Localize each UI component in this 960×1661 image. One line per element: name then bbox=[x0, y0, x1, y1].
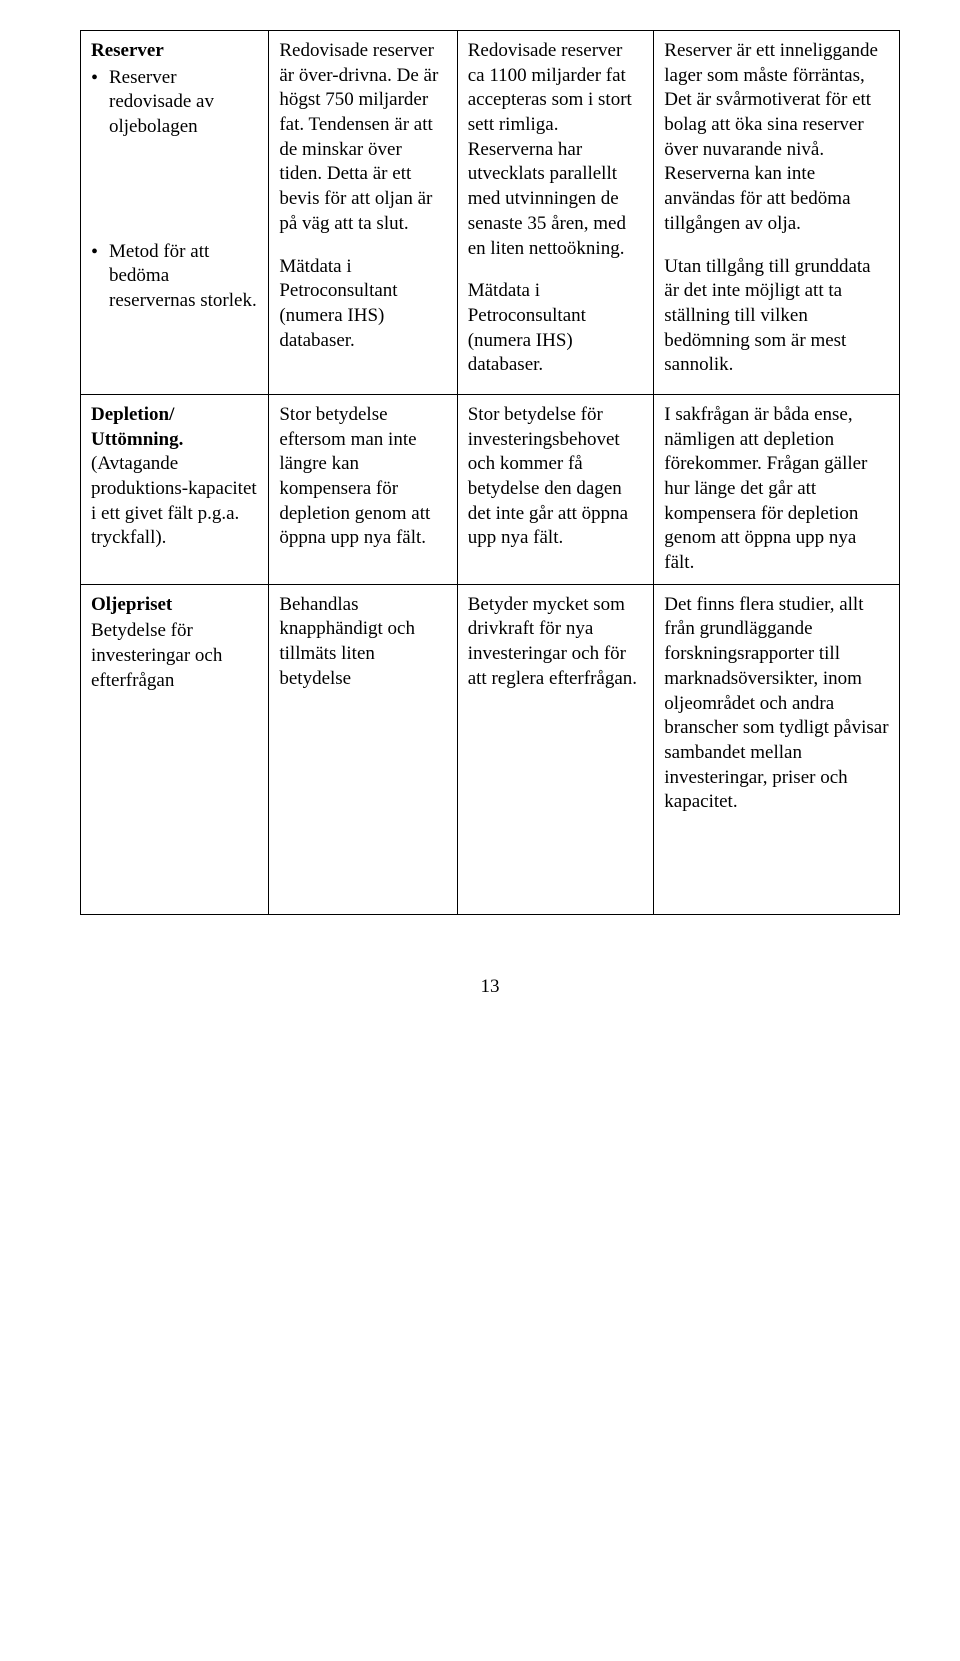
paragraph: Mätdata i Petroconsultant (numera IHS) d… bbox=[468, 279, 644, 378]
paragraph: Reserver är ett inneliggande lager som m… bbox=[664, 39, 889, 237]
table-row: Reserver Reserver redovisade av oljebola… bbox=[81, 31, 900, 395]
row-subtitle: Betydelse för investeringar och efterfrå… bbox=[91, 619, 258, 693]
cell-col2: Stor betydelse eftersom man inte längre … bbox=[269, 394, 457, 584]
cell-col4: Reserver är ett inneliggande lager som m… bbox=[654, 31, 900, 395]
paragraph: I sakfrågan är båda ense, nämligen att d… bbox=[664, 403, 889, 576]
bullet-list: Reserver redovisade av oljebolagen Metod… bbox=[91, 66, 258, 314]
cell-col3: Betyder mycket som drivkraft för nya inv… bbox=[457, 584, 654, 914]
paragraph: Stor betydelse eftersom man inte längre … bbox=[279, 403, 446, 551]
row-title: Reserver bbox=[91, 39, 258, 64]
cell-topic: Reserver Reserver redovisade av oljebola… bbox=[81, 31, 269, 395]
page-number: 13 bbox=[80, 975, 900, 1000]
cell-topic: Depletion/ Uttömning. (Avtagande produkt… bbox=[81, 394, 269, 584]
cell-col4: Det finns flera studier, allt från grund… bbox=[654, 584, 900, 914]
cell-col2: Behandlas knapphändigt och tillmäts lite… bbox=[269, 584, 457, 914]
paragraph: Stor betydelse för investeringsbehovet o… bbox=[468, 403, 644, 551]
paragraph: Redovisade reserver ca 1100 miljarder fa… bbox=[468, 39, 644, 261]
paragraph: Utan tillgång till grunddata är det inte… bbox=[664, 255, 889, 378]
paragraph: Redovisade reserver är över-drivna. De ä… bbox=[279, 39, 446, 237]
paragraph: Det finns flera studier, allt från grund… bbox=[664, 593, 889, 815]
document-table: Reserver Reserver redovisade av oljebola… bbox=[80, 30, 900, 915]
paragraph: Behandlas knapphändigt och tillmäts lite… bbox=[279, 593, 446, 692]
cell-col4: I sakfrågan är båda ense, nämligen att d… bbox=[654, 394, 900, 584]
paragraph: Mätdata i Petroconsultant (numera IHS) d… bbox=[279, 255, 446, 354]
list-item: Reserver redovisade av oljebolagen bbox=[91, 66, 258, 140]
paragraph: Betyder mycket som drivkraft för nya inv… bbox=[468, 593, 644, 692]
cell-topic: Oljepriset Betydelse för investeringar o… bbox=[81, 584, 269, 914]
row-title: Depletion/ Uttömning. bbox=[91, 404, 183, 450]
row-title: Oljepriset bbox=[91, 593, 258, 618]
list-item: Metod för att bedöma reservernas storlek… bbox=[91, 240, 258, 314]
cell-col3: Redovisade reserver ca 1100 miljarder fa… bbox=[457, 31, 654, 395]
cell-col3: Stor betydelse för investeringsbehovet o… bbox=[457, 394, 654, 584]
table-row: Oljepriset Betydelse för investeringar o… bbox=[81, 584, 900, 914]
row-subtitle: (Avtagande produktions-kapacitet i ett g… bbox=[91, 453, 257, 548]
table-row: Depletion/ Uttömning. (Avtagande produkt… bbox=[81, 394, 900, 584]
cell-col2: Redovisade reserver är över-drivna. De ä… bbox=[269, 31, 457, 395]
